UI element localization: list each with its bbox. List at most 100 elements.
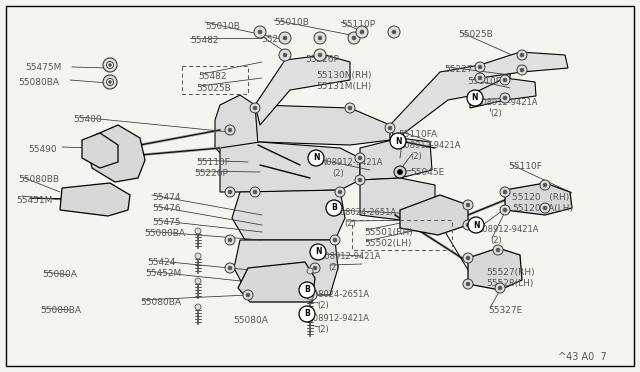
Circle shape xyxy=(385,123,395,133)
Text: 55327E: 55327E xyxy=(488,306,522,315)
Circle shape xyxy=(360,30,364,34)
Circle shape xyxy=(503,208,507,212)
Circle shape xyxy=(195,228,201,234)
Circle shape xyxy=(475,62,485,72)
Polygon shape xyxy=(480,52,568,78)
Circle shape xyxy=(338,190,342,194)
Text: 55451M: 55451M xyxy=(16,196,52,205)
Text: 55424: 55424 xyxy=(147,258,175,267)
Text: N: N xyxy=(395,137,401,145)
Circle shape xyxy=(283,36,287,40)
Circle shape xyxy=(308,150,324,166)
Text: 55474: 55474 xyxy=(152,193,180,202)
Circle shape xyxy=(478,76,482,80)
Circle shape xyxy=(543,183,547,187)
Circle shape xyxy=(299,282,315,298)
Text: B: B xyxy=(304,310,310,318)
Circle shape xyxy=(503,190,507,194)
Circle shape xyxy=(310,244,326,260)
Polygon shape xyxy=(215,95,258,162)
Circle shape xyxy=(540,203,550,213)
Text: 55080BB: 55080BB xyxy=(18,175,59,184)
Text: 55010B: 55010B xyxy=(274,18,309,27)
Text: 55110F: 55110F xyxy=(508,162,542,171)
Polygon shape xyxy=(220,142,360,192)
Circle shape xyxy=(253,106,257,110)
Polygon shape xyxy=(82,133,118,168)
Text: 55227: 55227 xyxy=(261,35,289,44)
Circle shape xyxy=(496,248,500,252)
Circle shape xyxy=(466,203,470,207)
Circle shape xyxy=(500,75,510,85)
Text: 55490: 55490 xyxy=(28,145,56,154)
Circle shape xyxy=(279,32,291,44)
Text: 55025B: 55025B xyxy=(196,84,231,93)
Text: 55476: 55476 xyxy=(152,204,180,213)
Circle shape xyxy=(348,32,360,44)
Circle shape xyxy=(388,26,400,38)
Text: 55080BA: 55080BA xyxy=(140,298,181,307)
Text: 55080A: 55080A xyxy=(42,270,77,279)
Circle shape xyxy=(463,253,473,263)
Circle shape xyxy=(195,304,201,310)
Circle shape xyxy=(475,73,485,83)
Text: 55475M: 55475M xyxy=(25,63,61,72)
Polygon shape xyxy=(360,138,432,180)
Text: N08912-9421A: N08912-9421A xyxy=(318,252,381,261)
Circle shape xyxy=(466,256,470,260)
Polygon shape xyxy=(505,183,572,215)
Polygon shape xyxy=(390,65,510,140)
Circle shape xyxy=(540,180,550,190)
Text: 55110F: 55110F xyxy=(196,158,230,167)
Text: B: B xyxy=(304,285,310,295)
Circle shape xyxy=(250,187,260,197)
Text: ^43 A0  7: ^43 A0 7 xyxy=(558,352,607,362)
Circle shape xyxy=(103,75,117,89)
Circle shape xyxy=(228,190,232,194)
Text: 55080BA: 55080BA xyxy=(18,78,59,87)
Text: 55110P: 55110P xyxy=(341,20,375,29)
Circle shape xyxy=(466,282,470,286)
Text: (2): (2) xyxy=(328,263,340,272)
Text: N: N xyxy=(313,154,319,163)
Circle shape xyxy=(318,53,322,57)
Circle shape xyxy=(109,64,111,67)
Text: 55226P: 55226P xyxy=(194,169,228,178)
Circle shape xyxy=(503,78,507,82)
Circle shape xyxy=(467,90,483,106)
Polygon shape xyxy=(238,262,315,302)
Circle shape xyxy=(318,36,322,40)
Circle shape xyxy=(228,238,232,242)
Circle shape xyxy=(500,93,510,103)
Circle shape xyxy=(468,217,484,233)
Circle shape xyxy=(397,170,403,174)
Polygon shape xyxy=(468,248,522,290)
Text: (2): (2) xyxy=(317,301,329,310)
Text: N08912-9421A: N08912-9421A xyxy=(398,141,461,150)
Text: 55501(RH): 55501(RH) xyxy=(364,228,413,237)
Circle shape xyxy=(352,36,356,40)
Circle shape xyxy=(358,178,362,182)
Circle shape xyxy=(228,266,232,270)
Circle shape xyxy=(335,187,345,197)
Circle shape xyxy=(243,290,253,300)
Text: 55482: 55482 xyxy=(190,36,218,45)
Text: 55080BA: 55080BA xyxy=(144,229,185,238)
Circle shape xyxy=(225,235,235,245)
Circle shape xyxy=(500,187,510,197)
Text: 55502(LH): 55502(LH) xyxy=(364,239,412,248)
Circle shape xyxy=(390,133,406,149)
Text: N: N xyxy=(315,247,321,257)
Bar xyxy=(182,66,248,94)
Text: 55131M(LH): 55131M(LH) xyxy=(316,82,371,91)
Text: (2): (2) xyxy=(317,325,329,334)
Circle shape xyxy=(520,53,524,57)
Circle shape xyxy=(313,266,317,270)
Circle shape xyxy=(307,290,317,300)
Circle shape xyxy=(326,200,342,216)
Circle shape xyxy=(517,50,527,60)
Circle shape xyxy=(330,235,340,245)
Polygon shape xyxy=(234,240,338,295)
Circle shape xyxy=(283,53,287,57)
Circle shape xyxy=(279,49,291,61)
